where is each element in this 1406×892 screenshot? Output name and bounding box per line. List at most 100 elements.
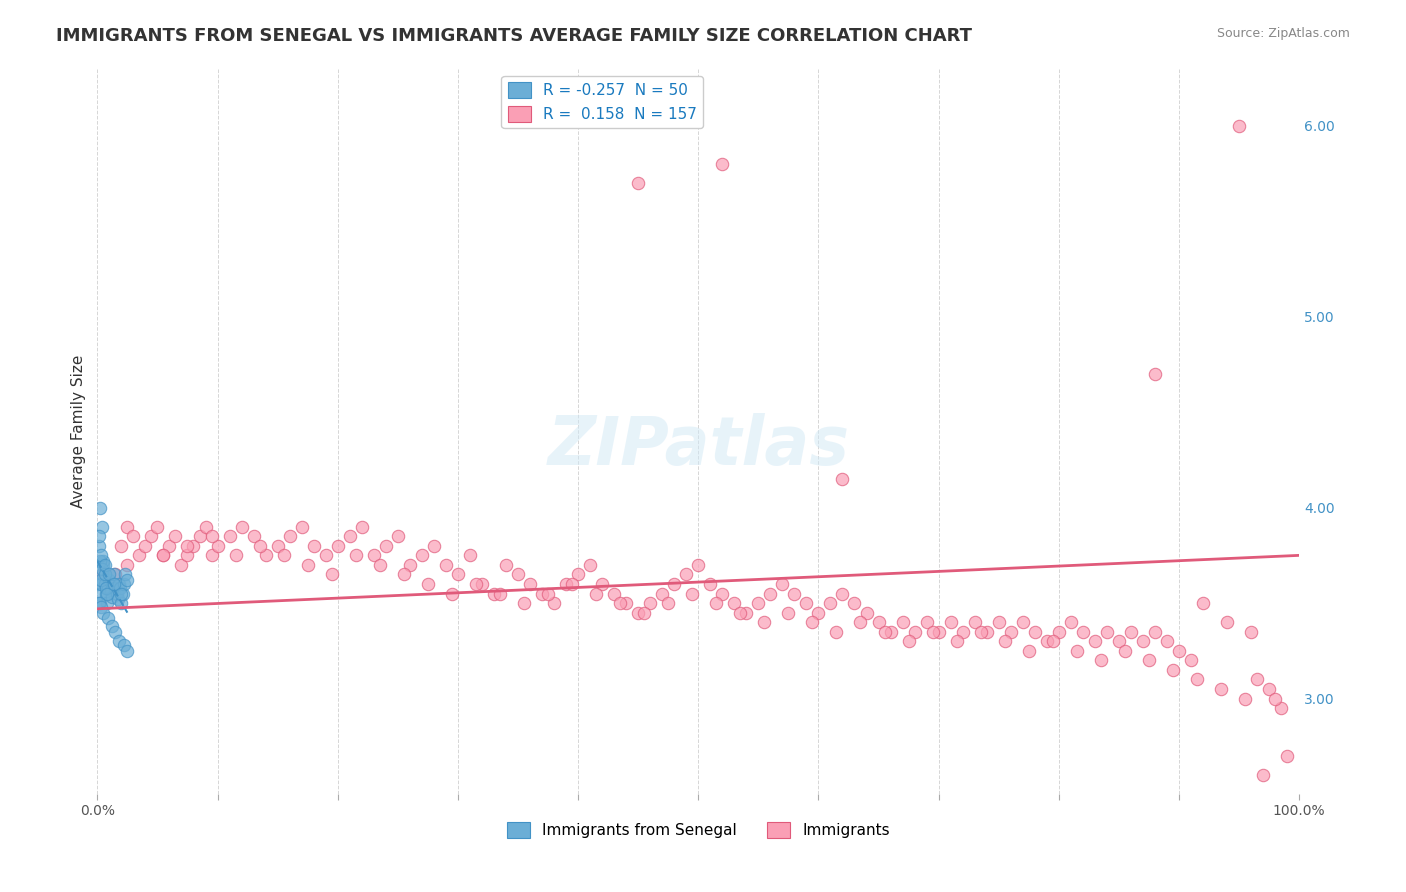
Point: [91, 567, 114, 582]
Point: [108, 634, 131, 648]
Point: [1036, 634, 1059, 648]
Point: [633, 606, 655, 620]
Point: [398, 558, 420, 572]
Point: [1251, 768, 1274, 782]
Point: [651, 586, 673, 600]
Point: [188, 529, 211, 543]
Point: [90, 599, 112, 614]
Point: [591, 577, 613, 591]
Point: [273, 549, 295, 563]
Point: [98, 573, 121, 587]
Point: [506, 567, 529, 582]
Point: [152, 549, 174, 563]
Point: [537, 586, 560, 600]
Point: [278, 529, 301, 543]
Point: [183, 539, 205, 553]
Point: [567, 567, 589, 582]
Point: [1185, 673, 1208, 687]
Point: [1234, 691, 1257, 706]
Point: [747, 596, 769, 610]
Point: [374, 539, 396, 553]
Point: [101, 577, 124, 591]
Point: [112, 638, 135, 652]
Point: [291, 519, 314, 533]
Point: [561, 577, 583, 591]
Point: [754, 615, 776, 630]
Point: [495, 558, 517, 572]
Point: [105, 586, 128, 600]
Point: [96, 586, 118, 600]
Point: [90, 573, 112, 587]
Point: [664, 577, 686, 591]
Point: [100, 582, 122, 597]
Point: [122, 529, 145, 543]
Point: [1275, 748, 1298, 763]
Point: [225, 549, 247, 563]
Point: [141, 529, 163, 543]
Point: [1264, 691, 1286, 706]
Point: [194, 519, 217, 533]
Point: [146, 519, 169, 533]
Point: [152, 549, 174, 563]
Point: [104, 581, 127, 595]
Point: [801, 615, 824, 630]
Point: [170, 558, 193, 572]
Point: [1132, 634, 1154, 648]
Point: [699, 577, 721, 591]
Point: [681, 586, 703, 600]
Point: [103, 567, 125, 582]
Point: [711, 586, 734, 600]
Point: [110, 596, 132, 610]
Point: [603, 586, 626, 600]
Point: [117, 644, 139, 658]
Point: [855, 606, 877, 620]
Point: [1090, 653, 1112, 667]
Point: [1084, 634, 1107, 648]
Point: [1209, 681, 1232, 696]
Point: [849, 615, 872, 630]
Point: [117, 519, 139, 533]
Point: [266, 539, 288, 553]
Text: Source: ZipAtlas.com: Source: ZipAtlas.com: [1216, 27, 1350, 40]
Point: [447, 567, 470, 582]
Point: [1143, 367, 1166, 381]
Point: [93, 577, 115, 591]
Point: [434, 558, 457, 572]
Point: [891, 615, 914, 630]
Point: [93, 606, 115, 620]
Point: [1246, 673, 1268, 687]
Point: [108, 581, 131, 595]
Point: [91, 562, 114, 576]
Point: [987, 615, 1010, 630]
Point: [1270, 701, 1292, 715]
Point: [1066, 644, 1088, 658]
Point: [176, 549, 198, 563]
Point: [86, 577, 108, 591]
Point: [675, 567, 697, 582]
Point: [1137, 653, 1160, 667]
Point: [387, 529, 409, 543]
Point: [831, 472, 853, 486]
Point: [117, 558, 139, 572]
Point: [249, 539, 271, 553]
Point: [107, 592, 129, 607]
Point: [1180, 653, 1202, 667]
Point: [711, 157, 734, 171]
Point: [868, 615, 890, 630]
Point: [1000, 624, 1022, 639]
Point: [104, 567, 127, 582]
Point: [87, 586, 110, 600]
Point: [94, 581, 117, 595]
Point: [1216, 615, 1239, 630]
Point: [218, 529, 240, 543]
Point: [242, 529, 264, 543]
Point: [1047, 624, 1070, 639]
Point: [114, 567, 136, 582]
Point: [98, 577, 121, 591]
Point: [879, 624, 901, 639]
Point: [363, 549, 385, 563]
Point: [1240, 624, 1263, 639]
Point: [315, 549, 337, 563]
Point: [93, 554, 115, 568]
Point: [609, 596, 631, 610]
